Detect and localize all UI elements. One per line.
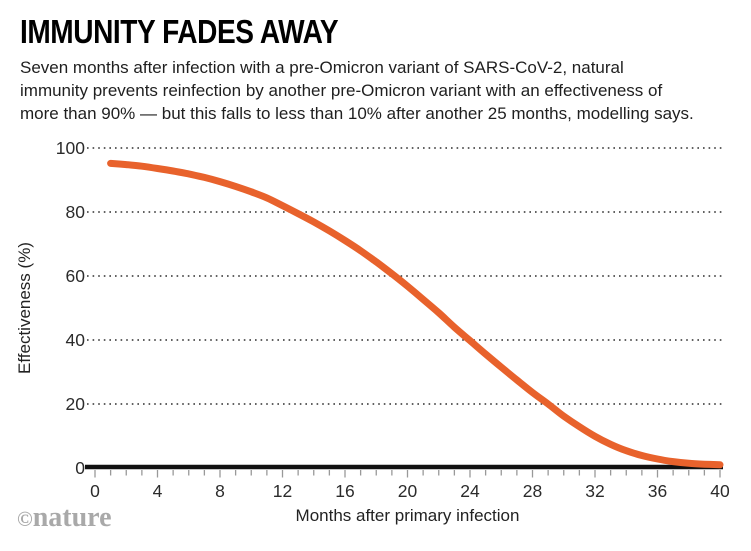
x-tick-label-12: 12 — [273, 481, 292, 501]
chart-subtitle: Seven months after infection with a pre-… — [20, 56, 694, 125]
subtitle-line-3: more than 90% — but this falls to less t… — [20, 104, 694, 123]
y-tick-label-100: 100 — [56, 138, 85, 158]
x-axis-title: Months after primary infection — [296, 506, 520, 525]
y-tick-label-60: 60 — [66, 266, 86, 286]
y-axis-title: Effectiveness (%) — [15, 242, 34, 374]
subtitle-line-2: immunity prevents reinfection by another… — [20, 81, 663, 100]
x-tick-label-0: 0 — [90, 481, 100, 501]
x-tick-label-24: 24 — [460, 481, 480, 501]
subtitle-line-1: Seven months after infection with a pre-… — [20, 58, 624, 77]
x-tick-label-40: 40 — [710, 481, 730, 501]
chart-title: IMMUNITY FADES AWAY — [20, 13, 339, 50]
y-tick-label-20: 20 — [66, 394, 86, 414]
x-tick-label-16: 16 — [335, 481, 354, 501]
effectiveness-curve — [107, 159, 724, 469]
x-tick-label-4: 4 — [153, 481, 163, 501]
y-tick-label-80: 80 — [66, 202, 86, 222]
y-tick-label-40: 40 — [66, 330, 86, 350]
x-tick-label-8: 8 — [215, 481, 225, 501]
nature-logo-text: nature — [32, 502, 112, 533]
x-tick-label-36: 36 — [648, 481, 667, 501]
nature-logo: ©nature — [17, 503, 112, 534]
x-tick-label-20: 20 — [398, 481, 418, 501]
copyright-icon: © — [17, 507, 33, 531]
y-tick-label-0: 0 — [75, 458, 85, 478]
x-tick-label-28: 28 — [523, 481, 542, 501]
x-tick-label-32: 32 — [585, 481, 604, 501]
